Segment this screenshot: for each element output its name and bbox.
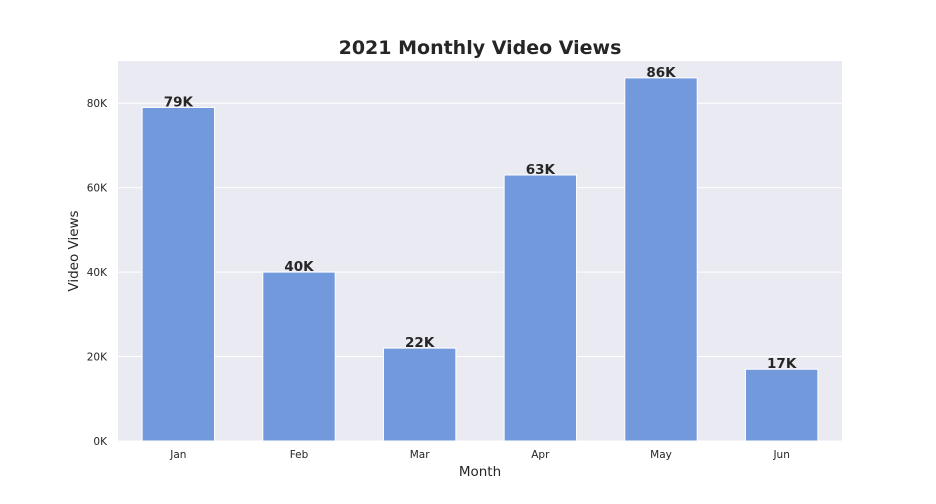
x-tick-label: Feb [290,449,309,461]
bar-value-label: 79K [164,94,194,110]
y-tick-label: 0K [93,436,108,448]
y-tick-label: 40K [87,267,108,279]
y-axis-label: Video Views [66,210,82,291]
y-tick-label: 60K [87,183,108,195]
bar-value-label: 63K [526,162,556,178]
bars [141,77,819,442]
bar-apr [503,174,578,442]
bar-jan [141,106,216,442]
y-tick-label: 20K [87,352,108,364]
bar-mar [382,347,457,442]
x-axis-ticks: Jan Feb Mar Apr May Jun [169,449,790,461]
bar-may [624,77,698,442]
gridlines [118,102,842,442]
x-tick-label: Jun [772,449,789,461]
chart-title: 2021 Monthly Video Views [339,37,622,59]
bar-value-label: 17K [767,356,797,372]
y-tick-label: 80K [87,98,108,110]
bar-jun [744,368,819,442]
y-axis-ticks: 0K 20K 40K 60K 80K [87,98,108,448]
plot-background [118,61,842,441]
bar-feb [262,271,336,442]
bar-value-label: 22K [405,335,435,351]
bar-value-label: 40K [284,259,314,275]
bar-value-label: 86K [646,65,676,81]
x-tick-label: Apr [531,449,550,461]
x-tick-label: Mar [410,449,430,461]
x-tick-label: Jan [169,449,186,461]
x-tick-label: May [650,449,672,461]
x-axis-label: Month [459,464,501,480]
value-labels: 79K 40K 22K 63K 86K 17K [164,65,797,372]
